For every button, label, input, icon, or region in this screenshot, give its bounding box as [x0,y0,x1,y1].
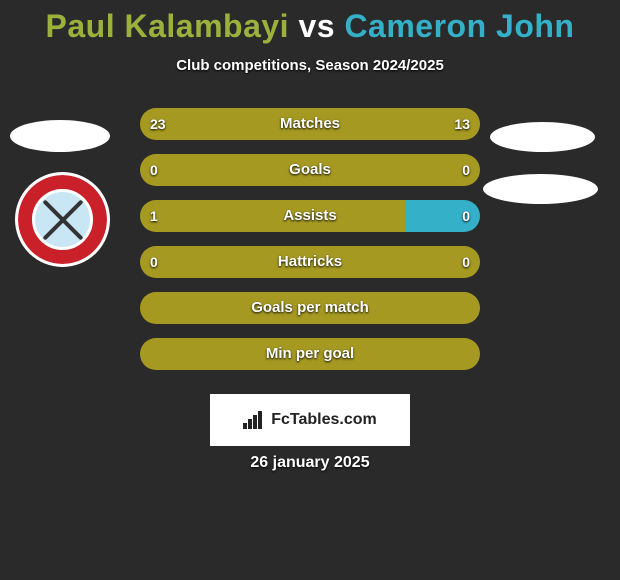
stat-row: Goals per match [0,292,620,324]
stat-label: Min per goal [140,338,480,370]
stat-label: Goals per match [140,292,480,324]
brand-bars-icon [243,411,265,429]
stat-row: Min per goal [0,338,620,370]
player-right-name: Cameron John [344,8,574,44]
stat-label: Hattricks [140,246,480,278]
player-left-name: Paul Kalambayi [46,8,290,44]
vs-text: vs [298,8,335,44]
page-title: Paul Kalambayi vs Cameron John [0,0,620,45]
stat-row: 10Assists [0,200,620,232]
subtitle: Club competitions, Season 2024/2025 [0,57,620,74]
stat-row: 00Hattricks [0,246,620,278]
stat-label: Goals [140,154,480,186]
stat-row: 2313Matches [0,108,620,140]
stat-row: 00Goals [0,154,620,186]
brand-box: FcTables.com [210,394,410,446]
date-text: 26 january 2025 [0,454,620,472]
stat-label: Assists [140,200,480,232]
brand-text: FcTables.com [271,411,377,429]
stat-label: Matches [140,108,480,140]
stats-bars: 2313Matches 00Goals 10Assists 00Hattricks Go… [0,108,620,370]
